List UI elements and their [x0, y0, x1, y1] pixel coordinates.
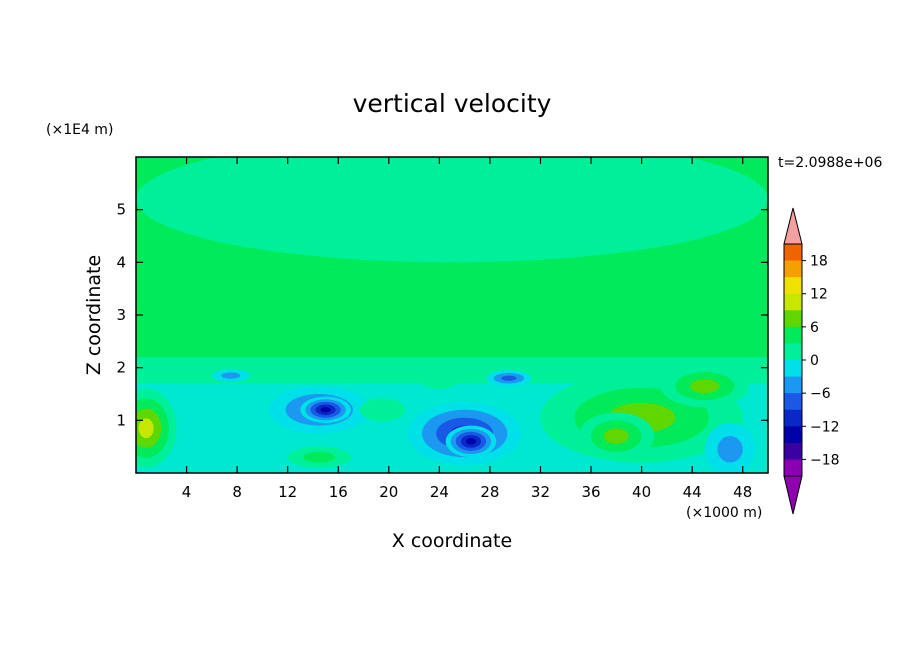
y-tick-label: 2 [116, 359, 126, 377]
contour-field [136, 157, 768, 473]
x-tick-label: 40 [632, 483, 651, 501]
x-tick-label: 20 [379, 483, 398, 501]
contour-feature-13 [420, 372, 459, 389]
x-tick-label: 44 [683, 483, 702, 501]
x-tick-label: 16 [329, 483, 348, 501]
contour-feature-11 [501, 375, 517, 381]
colorbar-extend-max [783, 207, 803, 245]
y-tick-label: 3 [116, 306, 126, 324]
x-tick-label: 32 [531, 483, 550, 501]
x-unit-label: (×1000 m) [686, 505, 762, 521]
colorbar-band [784, 393, 802, 411]
colorbar-tick-label: 12 [810, 287, 828, 303]
x-tick-label: 8 [232, 483, 242, 501]
time-label: t=2.0988e+06 [778, 155, 882, 171]
colorbar-band [784, 459, 802, 477]
colorbar-tick-label: 0 [810, 353, 819, 369]
x-tick-label: 4 [182, 483, 192, 501]
contour-feature-3 [603, 428, 629, 445]
y-axis: 1 2 3 4 5 [116, 201, 768, 429]
colorbar-band [784, 343, 802, 361]
colorbar-band [784, 244, 802, 262]
colorbar-extend-min [783, 475, 803, 515]
y-axis-label: Z coordinate [83, 255, 105, 375]
colorbar-band [784, 376, 802, 394]
x-tick-label: 48 [733, 483, 752, 501]
colorbar-band [784, 442, 802, 460]
colorbar-band [784, 426, 802, 444]
colorbar-band [784, 409, 802, 427]
colorbar-band [784, 277, 802, 295]
contour-feature-7 [465, 438, 477, 445]
x-axis-label: X coordinate [392, 530, 512, 552]
y-unit-label: (×1E4 m) [46, 122, 113, 138]
x-tick-label: 12 [278, 483, 297, 501]
y-tick-label: 4 [116, 253, 126, 271]
y-tick-label: 5 [116, 201, 126, 219]
contour-feature-8 [717, 436, 743, 463]
colorbar-band [784, 310, 802, 328]
contour-feature-0 [138, 418, 154, 439]
colorbar-band [784, 260, 802, 278]
contour-feature-12 [221, 372, 241, 379]
x-tick-label: 24 [430, 483, 449, 501]
colorbar-band [784, 293, 802, 311]
contour-feature-2 [690, 379, 720, 394]
colorbar: 18 12 6 0 −6 −12 −18 [783, 207, 840, 515]
colorbar-tick-label: −6 [810, 386, 831, 402]
colorbar-tick-label: 6 [810, 320, 819, 336]
contour-feature-10 [359, 398, 406, 422]
x-tick-label: 36 [581, 483, 600, 501]
chart-title: vertical velocity [353, 89, 552, 118]
x-axis: 4 8 12 16 20 24 28 32 36 40 44 48 [182, 157, 752, 501]
contour-feature-14 [136, 157, 768, 263]
y-tick-label: 1 [116, 411, 126, 429]
colorbar-tick-label: −12 [810, 419, 840, 435]
colorbar-tick-label: −18 [810, 452, 840, 468]
colorbar-tick-label: 18 [810, 254, 828, 270]
colorbar-band [784, 360, 802, 378]
colorbar-band [784, 326, 802, 344]
contour-feature-9 [303, 451, 336, 463]
x-tick-label: 28 [480, 483, 499, 501]
contour-feature-5 [320, 407, 331, 413]
